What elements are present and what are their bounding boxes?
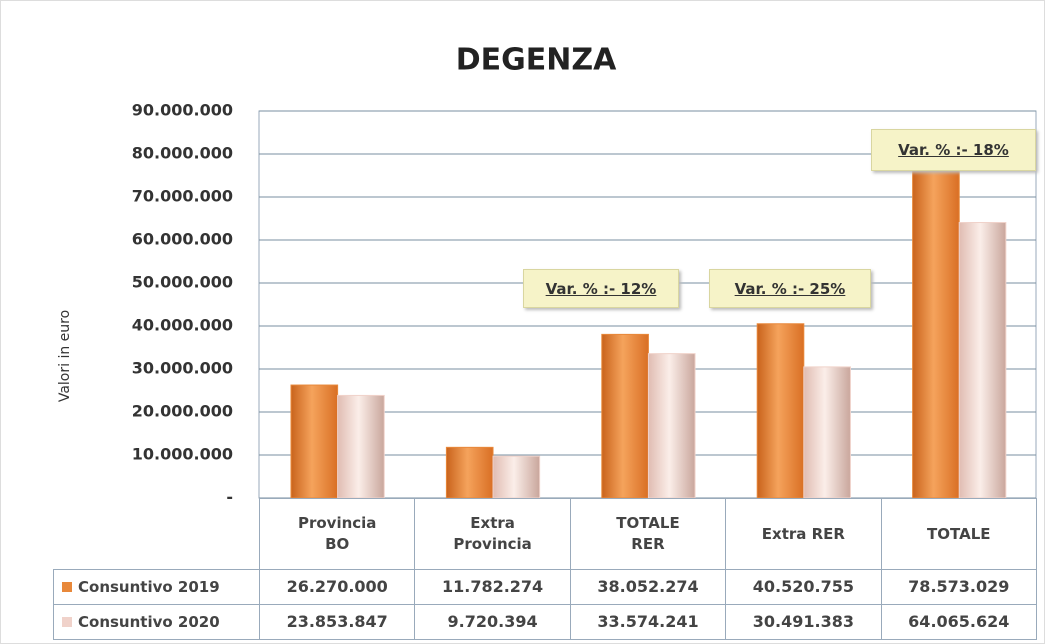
bar: [445, 446, 494, 499]
bar: [647, 353, 696, 499]
bar: [958, 222, 1007, 499]
bar: [601, 333, 649, 499]
annotation: Var. % :- 18%: [871, 129, 1036, 171]
legend-label: Consuntivo 2019: [78, 577, 220, 596]
bar: [756, 323, 805, 499]
annotation: Var. % :- 25%: [709, 269, 871, 308]
value-label: 9.720.394: [414, 604, 571, 640]
value-label: 64.065.624: [880, 604, 1037, 640]
y-tick-label: -: [226, 488, 233, 507]
bar: [337, 394, 385, 499]
y-tick-label: 40.000.000: [132, 316, 233, 335]
annotation: Var. % :- 12%: [523, 269, 679, 308]
y-tick-label: 10.000.000: [132, 445, 233, 464]
value-label: 26.270.000: [259, 569, 416, 605]
category-label: Provincia BO: [259, 498, 416, 570]
value-label: 38.052.274: [569, 569, 727, 605]
y-tick-label: 20.000.000: [132, 402, 233, 421]
value-label: 30.491.383: [725, 604, 882, 640]
y-tick-label: 70.000.000: [132, 187, 233, 206]
y-tick-label: 60.000.000: [132, 230, 233, 249]
category-label: Extra RER: [725, 498, 882, 570]
category-label: Extra Provincia: [414, 498, 571, 570]
bar: [492, 455, 541, 499]
legend-entry: Consuntivo 2020: [53, 604, 260, 640]
value-label: 78.573.029: [880, 569, 1037, 605]
legend-swatch: [62, 617, 72, 627]
bar: [803, 366, 851, 499]
value-label: 40.520.755: [725, 569, 882, 605]
y-tick-label: 80.000.000: [132, 144, 233, 163]
value-label: 11.782.274: [414, 569, 571, 605]
y-tick-label: 30.000.000: [132, 359, 233, 378]
y-tick-label: 90.000.000: [132, 101, 233, 120]
legend-label: Consuntivo 2020: [78, 612, 220, 631]
legend-entry: Consuntivo 2019: [53, 569, 260, 605]
table-corner: [53, 498, 259, 569]
value-label: 23.853.847: [259, 604, 416, 640]
category-label: TOTALE: [880, 498, 1037, 570]
y-axis-label: Valori in euro: [57, 310, 73, 402]
value-label: 33.574.241: [569, 604, 727, 640]
category-label: TOTALE RER: [569, 498, 727, 570]
bar: [290, 384, 339, 499]
y-tick-label: 50.000.000: [132, 273, 233, 292]
chart-title: DEGENZA: [456, 43, 617, 78]
bar: [912, 159, 960, 499]
legend-swatch: [62, 582, 72, 592]
